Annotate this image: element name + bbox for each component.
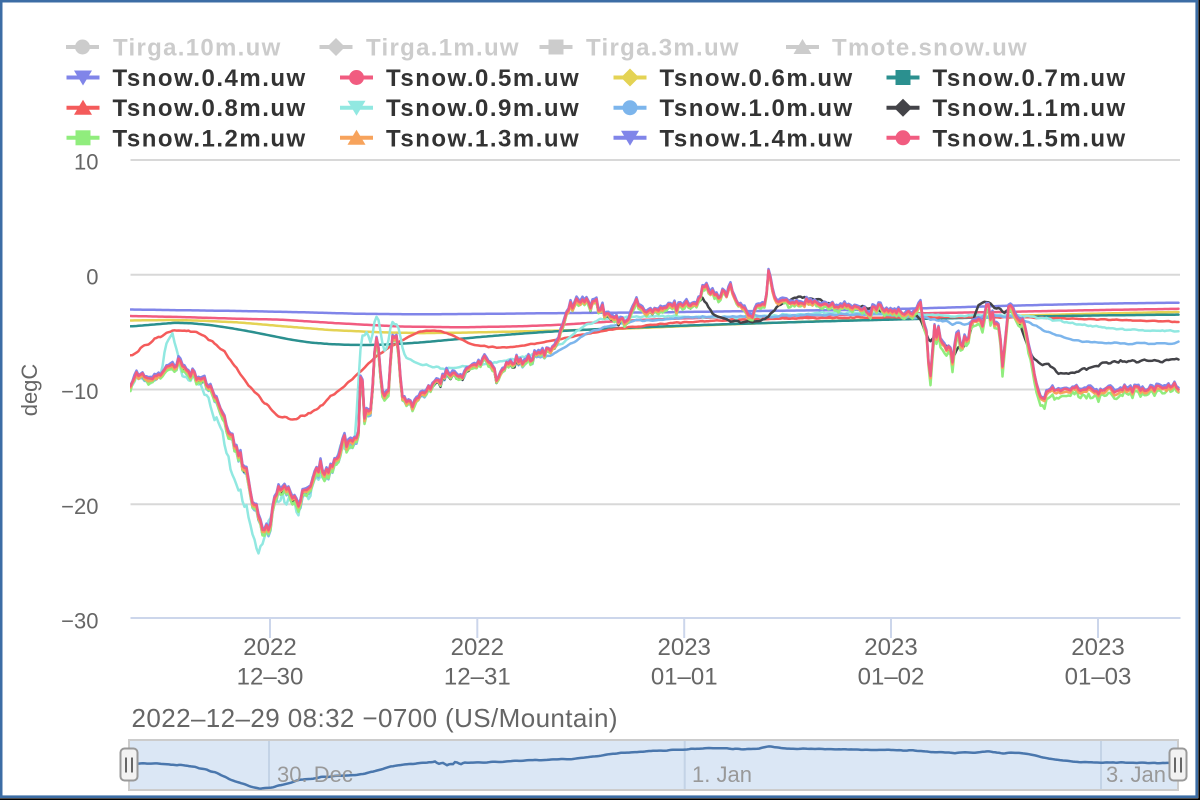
svg-text:Tsnow.1.3m.uw: Tsnow.1.3m.uw [386,125,580,152]
svg-text:Tsnow.1.4m.uw: Tsnow.1.4m.uw [660,125,854,152]
svg-text:Tsnow.0.9m.uw: Tsnow.0.9m.uw [386,95,580,122]
svg-text:Tirga.1m.uw: Tirga.1m.uw [366,35,520,62]
svg-text:Tirga.3m.uw: Tirga.3m.uw [586,35,740,62]
svg-text:2022–12–29 08:32 −0700 (US/Mou: 2022–12–29 08:32 −0700 (US/Mountain) [132,703,618,733]
svg-text:Tirga.10m.uw: Tirga.10m.uw [113,35,282,62]
svg-text:2023: 2023 [864,634,917,661]
svg-text:Tsnow.0.4m.uw: Tsnow.0.4m.uw [113,65,307,92]
svg-text:−30: −30 [61,609,98,634]
svg-text:Tmote.snow.uw: Tmote.snow.uw [832,35,1028,62]
svg-text:−20: −20 [61,494,98,519]
svg-text:−10: −10 [61,379,98,404]
svg-text:30. Dec: 30. Dec [277,762,353,787]
svg-text:01–02: 01–02 [858,664,925,691]
svg-text:Tsnow.1.2m.uw: Tsnow.1.2m.uw [113,125,307,152]
svg-text:Tsnow.1.5m.uw: Tsnow.1.5m.uw [933,125,1127,152]
svg-text:3. Jan: 3. Jan [1106,762,1166,787]
svg-text:2022: 2022 [451,634,504,661]
svg-text:10: 10 [74,150,98,175]
svg-text:Tsnow.0.8m.uw: Tsnow.0.8m.uw [113,95,307,122]
svg-text:2023: 2023 [1071,634,1124,661]
svg-text:2023: 2023 [658,634,711,661]
svg-text:1. Jan: 1. Jan [692,762,752,787]
svg-text:0: 0 [86,264,98,289]
svg-text:2022: 2022 [243,634,296,661]
svg-text:degC: degC [17,364,42,417]
svg-text:Tsnow.0.5m.uw: Tsnow.0.5m.uw [386,65,580,92]
svg-text:12–30: 12–30 [237,664,304,691]
svg-text:Tsnow.1.0m.uw: Tsnow.1.0m.uw [660,95,854,122]
svg-text:01–03: 01–03 [1065,664,1132,691]
svg-text:Tsnow.1.1m.uw: Tsnow.1.1m.uw [933,95,1127,122]
svg-text:01–01: 01–01 [651,664,718,691]
svg-text:Tsnow.0.6m.uw: Tsnow.0.6m.uw [660,65,854,92]
svg-text:Tsnow.0.7m.uw: Tsnow.0.7m.uw [933,65,1127,92]
svg-text:12–31: 12–31 [444,664,511,691]
